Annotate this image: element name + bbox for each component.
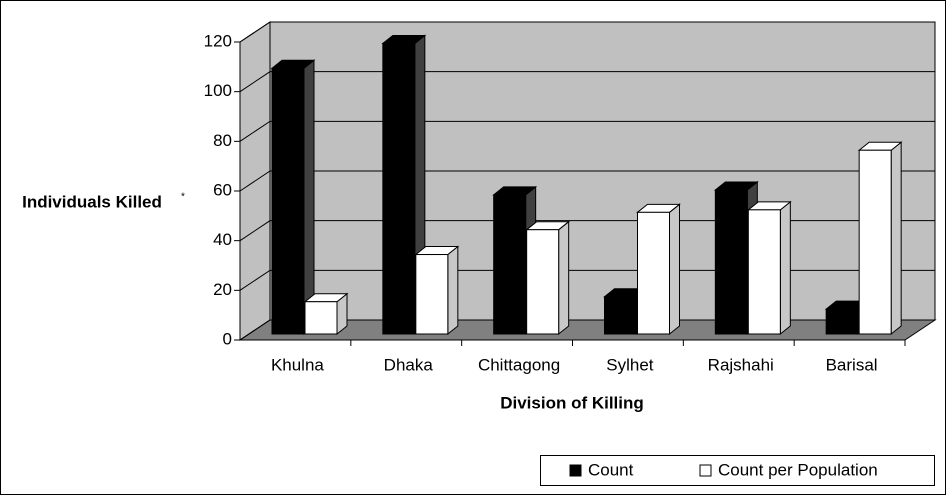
bar-front [604, 296, 637, 335]
bar [746, 200, 792, 336]
bar [857, 141, 903, 336]
x-tick-label: Dhaka [384, 355, 434, 374]
grid-line [239, 220, 935, 242]
y-tick-label: 100 [204, 81, 232, 100]
x-tick-label: Rajshahi [708, 355, 774, 374]
bar-front [382, 42, 416, 335]
y-tick-label: 80 [213, 131, 232, 150]
bar [636, 203, 681, 336]
bar-front [526, 229, 560, 335]
bar [492, 185, 538, 336]
x-tick-label: Sylhet [606, 355, 654, 374]
bar-side [447, 245, 459, 336]
legend-swatch [569, 464, 582, 477]
y-tick-label: 120 [204, 31, 232, 50]
grid-line [239, 71, 935, 93]
legend-label: Count per Population [718, 460, 878, 479]
y-axis-label: Individuals Killed [22, 192, 162, 211]
grid-line [239, 120, 935, 142]
bar-side [669, 203, 680, 336]
grid-line [239, 319, 935, 341]
bar [303, 292, 349, 336]
legend-items: Count Count per Population [569, 460, 878, 479]
bar-front [714, 189, 748, 335]
y-tick-label: 40 [213, 230, 232, 249]
bar-front [271, 67, 305, 335]
bar [414, 245, 460, 336]
y-tick-label: 0 [223, 329, 232, 348]
legend-swatch [699, 464, 712, 477]
legend [540, 455, 935, 486]
bar-side [779, 200, 791, 336]
y-tick-label: 60 [213, 180, 232, 199]
grid-line [239, 170, 935, 192]
plot-area: 0 20 40 60 80 100 120 Khulna Dhaka Chittagong Sylh… [204, 21, 937, 374]
x-axis-label: Division of Killing [500, 393, 644, 412]
y-axis-note: * [181, 192, 185, 203]
bar-side [303, 59, 315, 336]
bar-side [558, 220, 570, 336]
bar-front [637, 211, 670, 335]
bar-front [415, 254, 449, 335]
legend-label: Count [588, 460, 634, 479]
y-tick-label: 20 [213, 280, 232, 299]
grid-line [239, 21, 935, 43]
x-tick-label: Khulna [271, 355, 324, 374]
bar [270, 59, 316, 336]
bar [525, 220, 571, 336]
bar-front [493, 194, 527, 335]
grid-line [239, 269, 935, 291]
bar-front [304, 301, 338, 335]
bar [381, 34, 427, 336]
x-tick-label: Barisal [826, 355, 878, 374]
x-tick-label: Chittagong [478, 355, 560, 374]
bar-front [747, 209, 781, 335]
bar-front [858, 149, 892, 335]
bar-side [890, 141, 902, 336]
bar-front [825, 308, 859, 335]
